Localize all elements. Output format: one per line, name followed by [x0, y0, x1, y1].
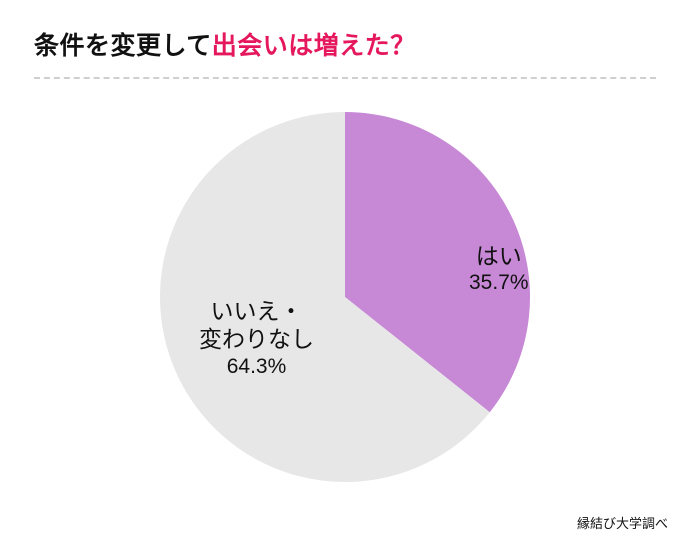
- title-part-2: 出会いは増えた？: [212, 32, 416, 60]
- title-part-1: 条件を変更して: [34, 32, 212, 60]
- slice-name-yes: はい: [469, 242, 529, 271]
- dashed-divider: [34, 77, 656, 79]
- chart-title: 条件を変更して出会いは増えた？: [34, 30, 656, 63]
- slice-pct-no: 64.3%: [199, 354, 314, 380]
- figure-container: 条件を変更して出会いは増えた？ はい 35.7% いいえ・変わりなし 64.3%…: [0, 0, 690, 544]
- chart-area: はい 35.7% いいえ・変わりなし 64.3%: [34, 87, 656, 507]
- slice-label-no: いいえ・変わりなし 64.3%: [199, 297, 314, 381]
- slice-pct-yes: 35.7%: [469, 270, 529, 296]
- slice-label-yes: はい 35.7%: [469, 242, 529, 297]
- source-credit: 縁結び大学調べ: [577, 513, 668, 532]
- slice-name-no: いいえ・変わりなし: [199, 297, 314, 355]
